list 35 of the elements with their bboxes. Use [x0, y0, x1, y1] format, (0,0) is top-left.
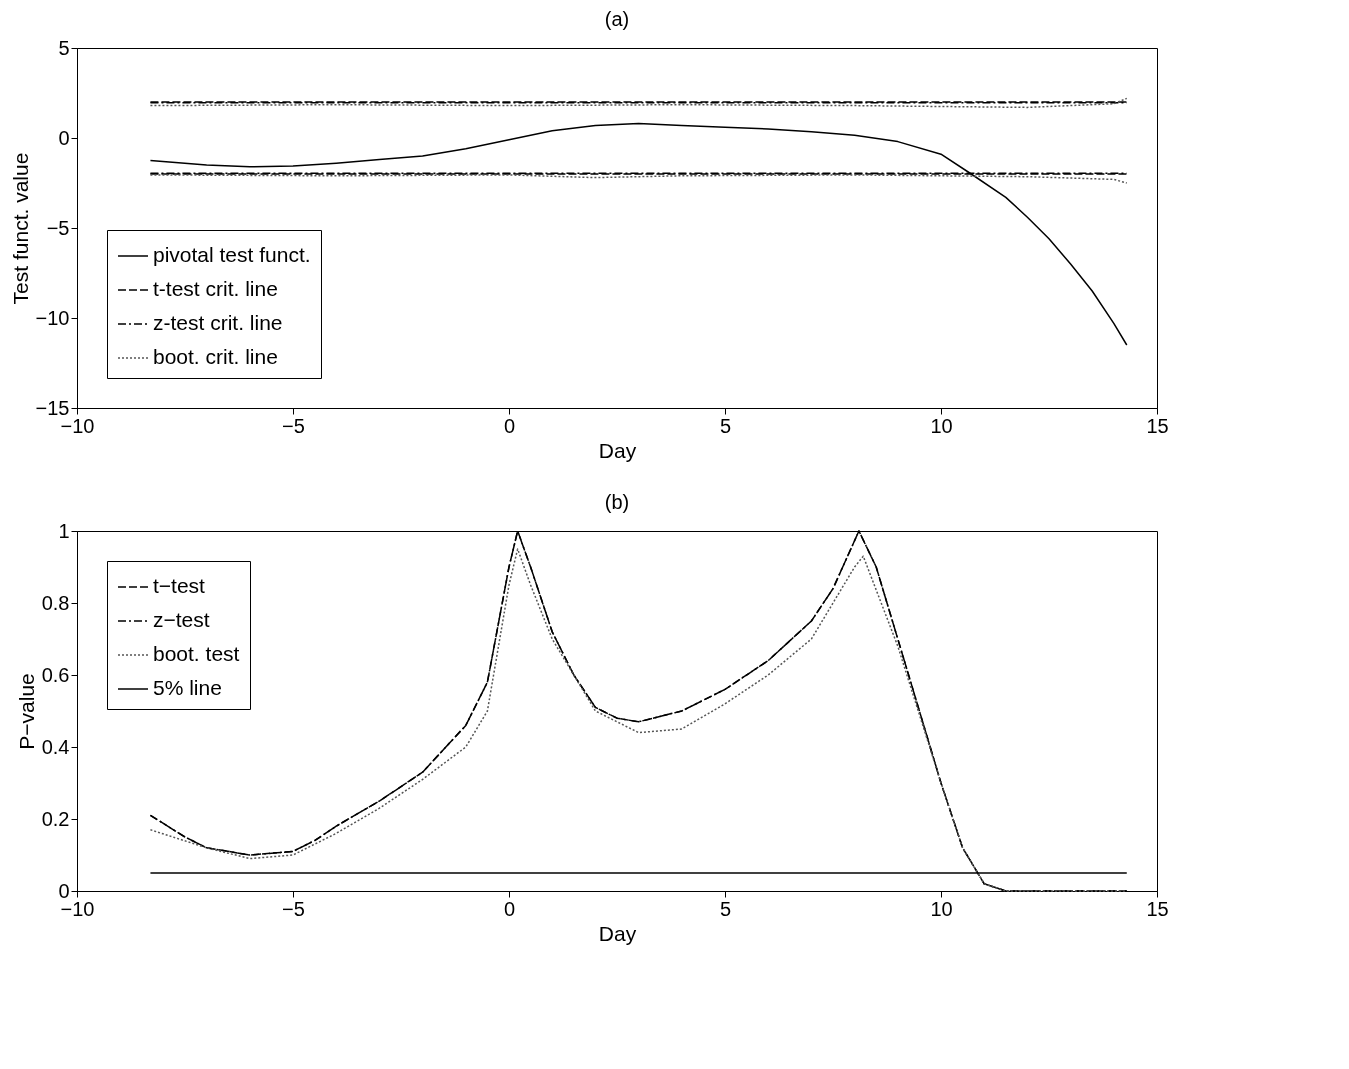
chart-title: (a) [604, 8, 630, 30]
y-axis-title: Test funct. value [8, 152, 32, 305]
y-tick-label: −15 [35, 396, 70, 419]
x-tick-label: −5 [282, 414, 305, 437]
legend-label: z-test crit. line [153, 311, 283, 334]
x-tick-label: −5 [282, 897, 305, 920]
x-axis-title: Day [598, 921, 637, 945]
y-tick-label: 0.6 [41, 663, 70, 686]
legend-label: t-test crit. line [153, 277, 278, 300]
y-tick-label: −5 [46, 216, 70, 239]
x-tick-label: 15 [1146, 897, 1169, 920]
y-tick-label: 0.2 [41, 807, 70, 830]
y-tick-label: 5 [58, 36, 70, 59]
x-tick-label: 0 [503, 414, 516, 437]
x-tick-label: 10 [930, 897, 953, 920]
chart-title: (b) [604, 491, 630, 513]
y-tick-label: 0 [58, 126, 70, 149]
x-tick-label: 10 [930, 414, 953, 437]
legend-label: 5% line [153, 676, 222, 699]
legend-label: pivotal test funct. [153, 243, 311, 266]
y-axis-title: P−value [14, 673, 38, 750]
legend-label: boot. crit. line [153, 345, 278, 368]
x-tick-label: 5 [719, 414, 732, 437]
y-tick-label: −10 [35, 306, 70, 329]
x-tick-label: 0 [503, 897, 516, 920]
x-axis-title: Day [598, 438, 637, 462]
x-tick-label: 15 [1146, 414, 1169, 437]
legend-label: z−test [153, 608, 210, 631]
y-tick-label: 0.4 [41, 735, 70, 758]
x-tick-label: 5 [719, 897, 732, 920]
y-tick-label: 0.8 [41, 591, 70, 614]
y-tick-label: 1 [58, 519, 70, 542]
legend-label: boot. test [153, 642, 240, 665]
y-tick-label: 0 [58, 879, 70, 902]
legend-label: t−test [153, 574, 206, 597]
